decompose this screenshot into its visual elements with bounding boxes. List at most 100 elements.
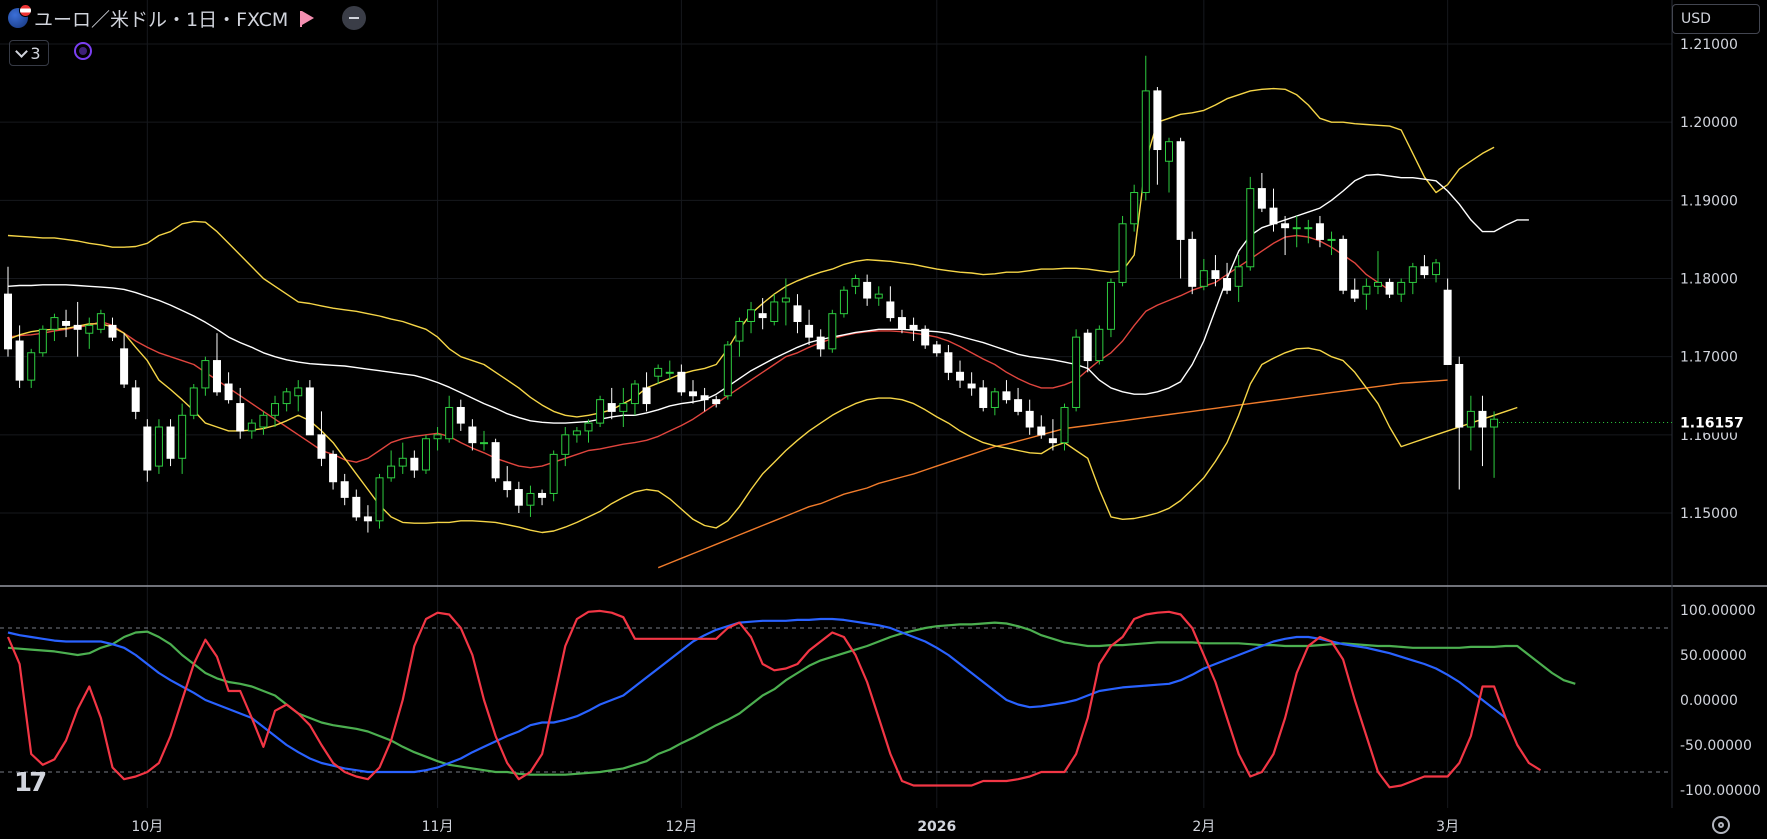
candle-body[interactable] [700, 395, 709, 401]
candle-body[interactable] [793, 305, 802, 322]
tradingview-logo-icon[interactable]: 17 [14, 768, 47, 798]
candle-body[interactable] [712, 399, 721, 405]
candle-body[interactable] [1153, 90, 1162, 151]
candle-body[interactable] [387, 465, 396, 479]
candle-body[interactable] [1304, 227, 1313, 230]
candle-body[interactable] [1072, 336, 1081, 408]
candle-body[interactable] [62, 320, 71, 326]
candle-body[interactable] [480, 442, 489, 445]
candle-body[interactable] [735, 320, 744, 342]
candle-body[interactable] [932, 344, 941, 354]
candle-body[interactable] [1246, 188, 1255, 268]
candle-body[interactable] [1095, 328, 1104, 362]
candle-body[interactable] [1014, 399, 1023, 412]
candle-body[interactable] [1373, 281, 1382, 287]
candle-body[interactable] [166, 426, 175, 459]
candle-body[interactable] [294, 387, 303, 397]
candle-body[interactable] [747, 309, 756, 322]
candle-body[interactable] [549, 453, 558, 494]
candle-body[interactable] [1130, 192, 1139, 225]
candle-body[interactable] [642, 387, 651, 405]
candle-body[interactable] [1211, 270, 1220, 279]
candle-body[interactable] [1281, 223, 1290, 229]
candle-body[interactable] [619, 403, 628, 412]
candle-body[interactable] [967, 383, 976, 389]
candle-body[interactable] [723, 344, 732, 397]
symbol-legend[interactable]: ユーロ／米ドル・1日・FXCM [8, 4, 367, 31]
candle-body[interactable] [781, 297, 790, 303]
candle-body[interactable] [677, 371, 686, 393]
candle-body[interactable] [1083, 332, 1092, 362]
candle-body[interactable] [1234, 266, 1243, 287]
candle-body[interactable] [189, 387, 198, 416]
candle-body[interactable] [108, 324, 117, 338]
candle-body[interactable] [1408, 266, 1417, 283]
candle-body[interactable] [1199, 270, 1208, 287]
candle-body[interactable] [572, 430, 581, 436]
candle-body[interactable] [398, 457, 407, 467]
candle-body[interactable] [1478, 410, 1487, 428]
candle-body[interactable] [259, 414, 268, 428]
candle-body[interactable] [561, 434, 570, 455]
candle-body[interactable] [27, 352, 36, 381]
candle-body[interactable] [1443, 289, 1452, 365]
candle-body[interactable] [421, 438, 430, 471]
candle-body[interactable] [247, 422, 256, 432]
candle-body[interactable] [503, 481, 512, 491]
candle-body[interactable] [979, 387, 988, 408]
candle-body[interactable] [1176, 141, 1185, 240]
candle-body[interactable] [584, 422, 593, 432]
candle-body[interactable] [944, 352, 953, 373]
candle-body[interactable] [1165, 141, 1173, 162]
flag-marker-icon[interactable] [300, 11, 315, 27]
candle-body[interactable] [1432, 262, 1441, 276]
candle-body[interactable] [1048, 438, 1057, 444]
candle-body[interactable] [1339, 238, 1348, 291]
candle-body[interactable] [1490, 418, 1499, 428]
candle-body[interactable] [1025, 410, 1034, 428]
candle-body[interactable] [1037, 426, 1046, 436]
candle-body[interactable] [1455, 363, 1464, 428]
candle-body[interactable] [1466, 410, 1475, 428]
candle-body[interactable] [1292, 227, 1301, 230]
candle-body[interactable] [758, 313, 767, 319]
candle-body[interactable] [1350, 289, 1359, 299]
candle-body[interactable] [863, 281, 872, 299]
candle-body[interactable] [607, 403, 616, 412]
candle-body[interactable] [1060, 406, 1069, 444]
candle-body[interactable] [1118, 223, 1127, 283]
candle-body[interactable] [410, 457, 419, 471]
candle-body[interactable] [375, 477, 384, 522]
candle-body[interactable] [1397, 281, 1406, 295]
candle-body[interactable] [1362, 285, 1371, 295]
candle-body[interactable] [317, 434, 326, 459]
candle-body[interactable] [340, 481, 349, 498]
candle-body[interactable] [15, 340, 24, 381]
candle-body[interactable] [236, 403, 245, 432]
candle-body[interactable] [120, 348, 129, 385]
candle-body[interactable] [352, 496, 361, 518]
candle-body[interactable] [212, 360, 221, 393]
candle-body[interactable] [874, 293, 883, 299]
candle-body[interactable] [38, 328, 47, 354]
candle-body[interactable] [886, 301, 895, 319]
candle-body[interactable] [538, 492, 547, 498]
candle-body[interactable] [1188, 238, 1197, 287]
candle-body[interactable] [526, 492, 535, 506]
candle-body[interactable] [363, 516, 372, 522]
candle-body[interactable] [282, 391, 291, 405]
candle-body[interactable] [178, 414, 187, 459]
candle-body[interactable] [305, 387, 314, 436]
candle-body[interactable] [131, 387, 140, 412]
candle-body[interactable] [73, 324, 82, 330]
settings-icon[interactable] [1712, 816, 1730, 834]
candle-body[interactable] [85, 324, 94, 334]
candle-body[interactable] [816, 336, 825, 350]
collapse-icon[interactable] [342, 6, 367, 30]
candle-body[interactable] [154, 426, 163, 467]
candle-body[interactable] [630, 383, 639, 405]
candle-body[interactable] [1002, 391, 1011, 401]
candle-body[interactable] [909, 324, 918, 330]
candle-body[interactable] [839, 289, 848, 315]
